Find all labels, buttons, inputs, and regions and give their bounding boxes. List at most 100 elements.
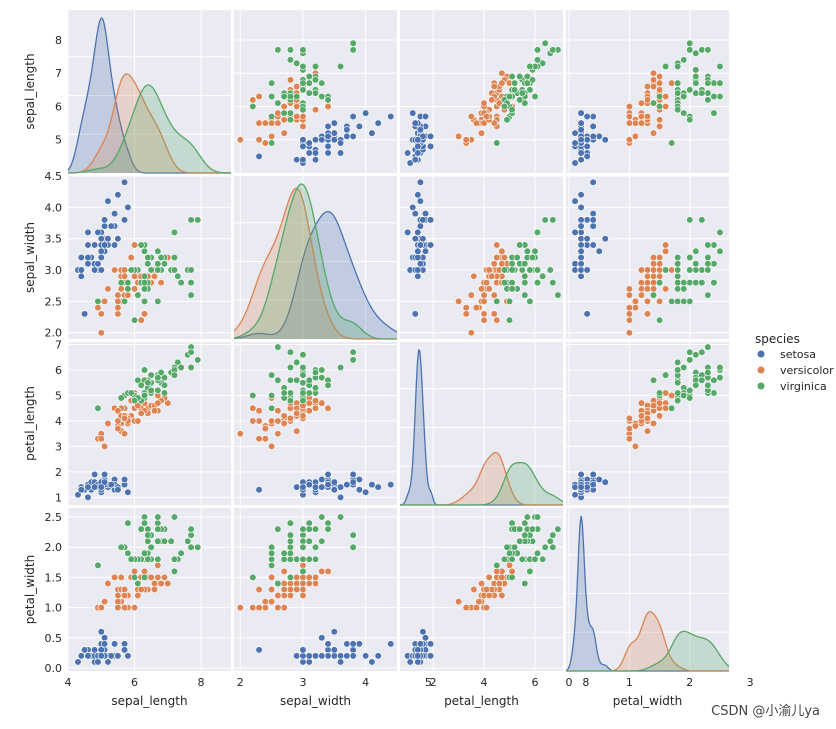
- point-virginica: [286, 555, 295, 563]
- point-virginica: [194, 543, 202, 551]
- point-virginica: [268, 549, 276, 557]
- point-setosa: [583, 136, 591, 144]
- point-versicolor: [485, 285, 493, 293]
- point-virginica: [716, 79, 724, 87]
- point-virginica: [170, 513, 179, 521]
- point-virginica: [704, 381, 712, 389]
- x-tick-label: 3: [747, 676, 754, 689]
- point-virginica: [526, 266, 534, 274]
- point-setosa: [595, 475, 603, 484]
- point-virginica: [518, 266, 526, 274]
- point-versicolor: [268, 573, 276, 582]
- point-virginica: [698, 348, 706, 356]
- point-setosa: [97, 235, 105, 243]
- point-virginica: [674, 379, 682, 387]
- point-versicolor: [127, 253, 135, 262]
- point-versicolor: [625, 316, 633, 324]
- point-virginica: [546, 537, 554, 545]
- kde-curve-virginica: [566, 630, 730, 672]
- point-setosa: [97, 646, 105, 654]
- point-versicolor: [299, 573, 307, 582]
- point-versicolor: [631, 422, 640, 430]
- point-virginica: [686, 116, 694, 124]
- point-versicolor: [274, 407, 282, 415]
- point-versicolor: [488, 96, 496, 104]
- point-virginica: [508, 573, 516, 582]
- point-versicolor: [124, 291, 132, 299]
- legend-marker-versicolor: [756, 365, 766, 375]
- point-versicolor: [625, 414, 633, 423]
- point-virginica: [144, 555, 152, 563]
- point-versicolor: [625, 435, 633, 443]
- point-versicolor: [157, 579, 165, 588]
- point-virginica: [154, 519, 162, 527]
- point-virginica: [349, 356, 357, 364]
- point-versicolor: [643, 272, 652, 280]
- point-setosa: [299, 156, 307, 164]
- point-setosa: [84, 652, 92, 660]
- point-setosa: [94, 260, 102, 268]
- point-virginica: [124, 278, 132, 287]
- point-virginica: [526, 297, 534, 305]
- point-setosa: [330, 652, 338, 660]
- point-virginica: [299, 62, 307, 71]
- point-virginica: [299, 371, 307, 379]
- point-versicolor: [318, 567, 326, 575]
- point-versicolor: [154, 399, 162, 407]
- point-versicolor: [462, 310, 470, 318]
- point-versicolor: [631, 297, 640, 305]
- point-virginica: [704, 260, 712, 268]
- point-setosa: [589, 112, 597, 121]
- point-virginica: [286, 109, 295, 117]
- point-virginica: [704, 253, 712, 262]
- point-versicolor: [482, 585, 491, 594]
- point-setosa: [414, 149, 422, 157]
- point-virginica: [299, 525, 307, 533]
- point-versicolor: [495, 99, 503, 107]
- point-virginica: [144, 525, 152, 533]
- point-versicolor: [280, 102, 288, 111]
- point-setosa: [100, 222, 109, 230]
- point-versicolor: [631, 132, 640, 141]
- panel-petal_width-vs-petal_length: [400, 508, 563, 671]
- point-versicolor: [120, 591, 129, 600]
- point-versicolor: [268, 442, 276, 451]
- point-virginica: [680, 391, 688, 400]
- point-virginica: [286, 531, 295, 539]
- point-setosa: [104, 235, 112, 243]
- point-versicolor: [655, 266, 664, 274]
- point-virginica: [286, 519, 295, 527]
- point-versicolor: [268, 597, 276, 606]
- point-virginica: [511, 543, 519, 551]
- point-setosa: [414, 136, 422, 144]
- x-tick-label: 8: [198, 676, 205, 689]
- point-setosa: [311, 156, 320, 164]
- point-setosa: [571, 260, 579, 268]
- point-versicolor: [120, 430, 129, 438]
- point-virginica: [662, 266, 670, 274]
- point-versicolor: [498, 591, 506, 600]
- point-setosa: [84, 493, 92, 501]
- point-setosa: [414, 272, 422, 280]
- point-versicolor: [662, 404, 670, 412]
- point-setosa: [343, 481, 351, 489]
- point-versicolor: [498, 573, 506, 582]
- point-virginica: [686, 394, 694, 402]
- point-virginica: [154, 266, 162, 274]
- point-versicolor: [470, 272, 478, 280]
- point-versicolor: [493, 253, 501, 262]
- point-setosa: [94, 658, 102, 666]
- point-virginica: [680, 297, 688, 305]
- point-virginica: [698, 89, 706, 97]
- point-virginica: [177, 278, 185, 287]
- point-versicolor: [249, 96, 257, 104]
- point-virginica: [521, 531, 529, 539]
- y-axis-label-sepal_width: sepal_width: [23, 222, 37, 293]
- point-versicolor: [482, 278, 491, 287]
- point-versicolor: [462, 136, 470, 144]
- point-virginica: [674, 89, 682, 97]
- point-versicolor: [150, 272, 159, 280]
- point-versicolor: [255, 136, 263, 144]
- point-setosa: [571, 197, 579, 205]
- point-virginica: [293, 376, 301, 384]
